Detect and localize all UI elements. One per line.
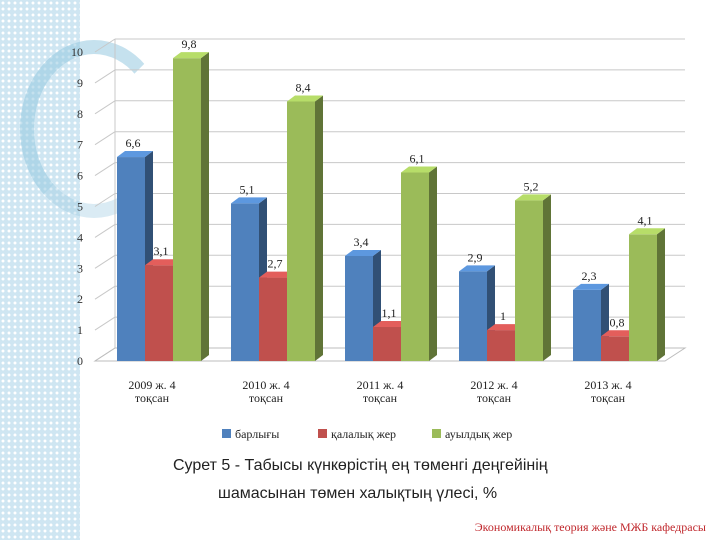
bar-top (629, 228, 665, 235)
bar (601, 336, 629, 361)
data-label: 2,7 (268, 257, 283, 271)
y-tick-label: 1 (77, 323, 83, 337)
bar-top (259, 271, 295, 278)
data-label: 8,4 (296, 80, 311, 94)
bar-top (345, 249, 381, 256)
x-tick-label: 2011 ж. 4 (357, 378, 404, 392)
x-tick-label: 2012 ж. 4 (470, 378, 517, 392)
bar-top (573, 283, 609, 290)
y-tick-label: 4 (77, 230, 83, 244)
bar-top (231, 197, 267, 204)
y-tick-label: 10 (71, 45, 83, 59)
bar-top (117, 151, 153, 158)
y-tick-label: 9 (77, 76, 83, 90)
data-label: 6,1 (410, 152, 425, 166)
data-label: 1 (500, 309, 506, 323)
data-label: 1,1 (382, 306, 397, 320)
legend-label: ауылдық жер (445, 427, 512, 441)
y-tick-label: 6 (77, 169, 83, 183)
y-tick-label: 0 (77, 354, 83, 368)
data-label: 0,8 (610, 315, 625, 329)
gridline-depth (94, 316, 116, 331)
x-tick-label: тоқсан (477, 391, 512, 405)
x-tick-label: 2013 ж. 4 (584, 378, 631, 392)
bar-top (459, 265, 495, 272)
bar (487, 330, 515, 361)
bar-top (287, 95, 323, 102)
data-label: 3,4 (354, 235, 369, 249)
bar-top (145, 259, 181, 266)
bar-side (315, 95, 323, 361)
gridline-depth (94, 285, 116, 300)
bar-side (657, 228, 665, 361)
bar-top (601, 330, 637, 337)
bar (117, 157, 145, 361)
x-tick-label: тоқсан (135, 391, 170, 405)
bar-top (173, 52, 209, 59)
bar-top (373, 321, 409, 328)
bar (287, 101, 315, 361)
bar (259, 277, 287, 361)
x-tick-label: тоқсан (591, 391, 626, 405)
data-label: 5,2 (524, 179, 539, 193)
x-tick-label: 2009 ж. 4 (128, 378, 175, 392)
gridline-depth (94, 131, 116, 146)
gridline-depth (94, 162, 116, 177)
legend-label: қалалық жер (331, 427, 396, 441)
bar (515, 200, 543, 361)
gridline-depth (94, 254, 116, 269)
legend-swatch (222, 429, 231, 438)
gridline-depth (94, 100, 116, 115)
x-tick-label: 2010 ж. 4 (242, 378, 289, 392)
bar (401, 172, 429, 361)
data-label: 2,3 (582, 269, 597, 283)
y-tick-label: 7 (77, 138, 83, 152)
data-label: 9,8 (182, 37, 197, 51)
y-tick-label: 2 (77, 292, 83, 306)
data-label: 2,9 (468, 250, 483, 264)
gridline-depth (94, 69, 116, 84)
bar-top (487, 324, 523, 331)
figure-caption-line-2: шамасынан төмен халықтың үлесі, % (218, 485, 498, 502)
x-tick-label: тоқсан (249, 391, 284, 405)
figure-caption-line-1: Сурет 5 - Табысы күнкөрістің ең төменгі … (173, 457, 548, 474)
data-label: 3,1 (154, 244, 169, 258)
data-label: 4,1 (638, 213, 653, 227)
bar (231, 203, 259, 361)
bar (459, 271, 487, 361)
bar-side (429, 166, 437, 361)
bar-top (515, 194, 551, 201)
legend-swatch (318, 429, 327, 438)
legend-swatch (432, 429, 441, 438)
data-label: 6,6 (126, 136, 141, 150)
gridline-depth (94, 38, 116, 53)
y-tick-label: 8 (77, 107, 83, 121)
bar (629, 234, 657, 361)
bar-side (543, 194, 551, 361)
bar-side (201, 52, 209, 362)
bar-top (401, 166, 437, 173)
gridline-depth (94, 193, 116, 207)
bar (345, 255, 373, 361)
department-footer: Экономикалық теория және МЖБ кафедрасы (474, 520, 706, 534)
gridline-depth (94, 223, 116, 238)
x-tick-label: тоқсан (363, 391, 398, 405)
bar (373, 327, 401, 361)
data-label: 5,1 (240, 182, 255, 196)
y-tick-label: 3 (77, 261, 83, 275)
bar (145, 265, 173, 361)
bar (573, 289, 601, 361)
bar (173, 58, 201, 362)
y-tick-label: 5 (77, 200, 83, 214)
legend-label: барлығы (235, 427, 279, 441)
